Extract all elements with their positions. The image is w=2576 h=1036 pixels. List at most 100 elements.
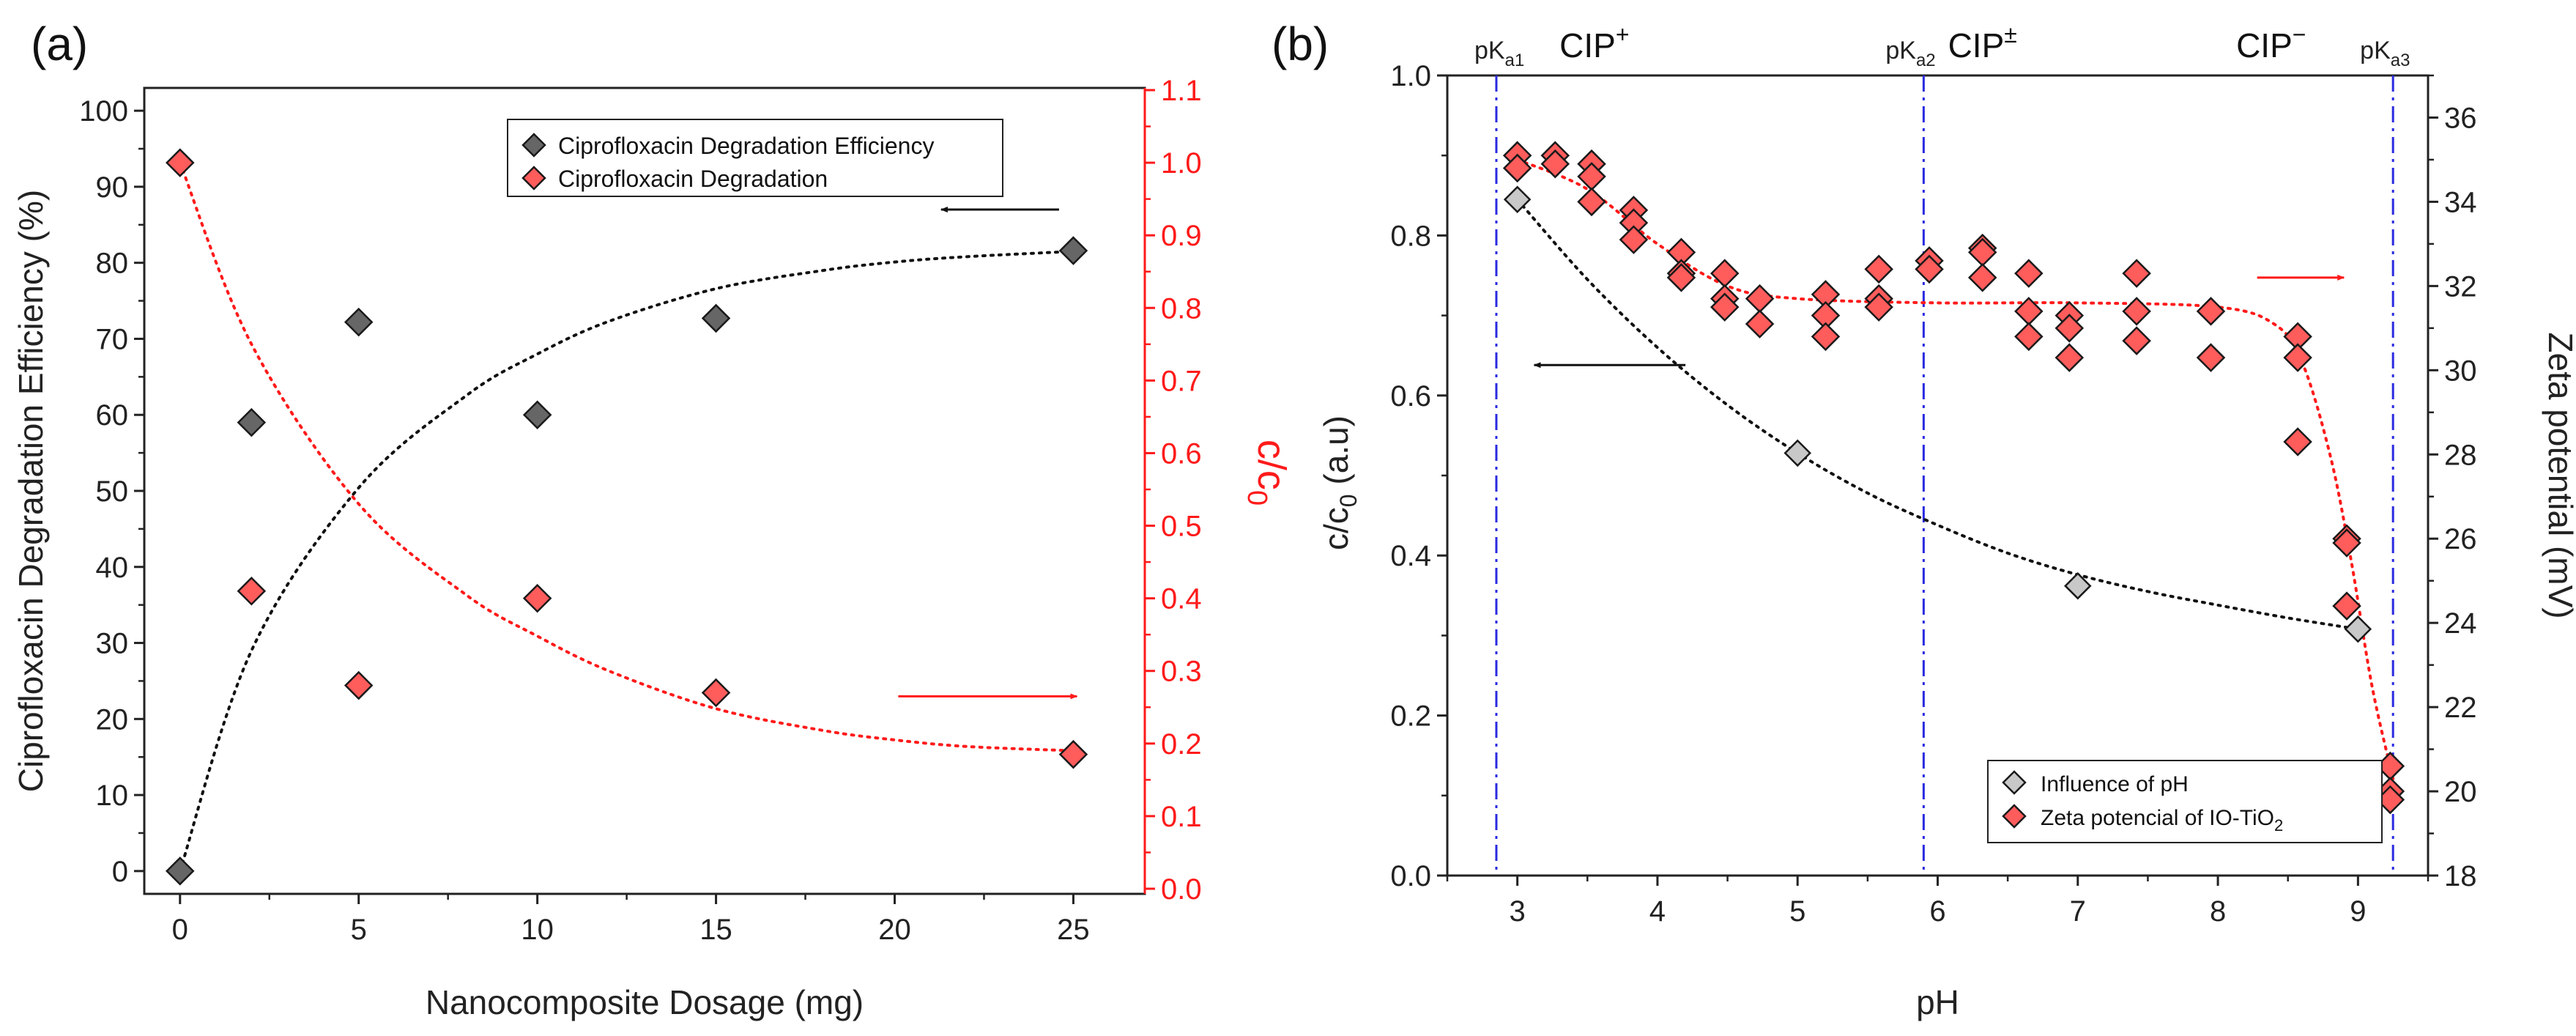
y-tick-label-a: 60 bbox=[96, 399, 129, 432]
data-point-zeta-b bbox=[1710, 292, 1740, 322]
x-tick-label-a: 20 bbox=[878, 914, 911, 946]
y-tick-label-a: 80 bbox=[96, 248, 129, 280]
fit-curve-degradation-a bbox=[178, 161, 1075, 752]
y-tick-label-a: 40 bbox=[96, 552, 129, 584]
data-point-degradation-a bbox=[522, 583, 552, 613]
x-tick-label-b: 8 bbox=[2210, 895, 2226, 928]
data-point-efficiency-a bbox=[344, 307, 374, 337]
y-right-tick-label-b: 24 bbox=[2444, 607, 2477, 640]
y-right-tick-label-a: 0.1 bbox=[1161, 801, 1202, 833]
panel-b: (b)3 4 5 6 7 8 90.00.20.40.60.81.0182022242628… bbox=[1272, 18, 2576, 1021]
data-point-efficiency-a bbox=[237, 407, 267, 437]
data-point-zeta-b bbox=[1540, 149, 1570, 179]
x-axis-label-a: Nanocomposite Dosage (mg) bbox=[426, 983, 864, 1021]
y-tick-label-a: 0 bbox=[112, 856, 128, 888]
y-right-tick-label-a: 0.2 bbox=[1161, 728, 1202, 761]
data-point-zeta-b bbox=[1502, 153, 1532, 183]
legend-marker-ph-b bbox=[2002, 770, 2027, 795]
y-right-axis-label-sub-a: 0 bbox=[1241, 490, 1272, 506]
data-point-zeta-b bbox=[2283, 427, 2312, 456]
y-axis-label-b: c/c0 (a.u) bbox=[1317, 415, 1362, 550]
y-right-tick-label-a: 0.4 bbox=[1161, 583, 1202, 615]
x-tick-label-b: 9 bbox=[2350, 895, 2366, 928]
panel-label-a: (a) bbox=[31, 18, 88, 70]
fit-curve-efficiency-a bbox=[178, 250, 1075, 873]
legend-label-zeta-main-b: Zeta potencial of IO-TiO bbox=[2041, 806, 2274, 830]
y-axis-label-suffix-b: (a.u) bbox=[1317, 415, 1355, 494]
data-point-zeta-b bbox=[1864, 254, 1893, 284]
pka-label-main-2: pK bbox=[1885, 37, 1916, 64]
pka-label-main-1: pK bbox=[1474, 37, 1505, 64]
data-point-zeta-b bbox=[2055, 343, 2085, 372]
y-tick-label-b: 0.2 bbox=[1390, 700, 1431, 733]
legend-label-degradation-a: Ciprofloxacin Degradation bbox=[558, 166, 828, 192]
y-right-axis-label-b: Zeta potential (mV) bbox=[2542, 332, 2576, 618]
legend-marker-degradation-a bbox=[521, 166, 546, 190]
y-right-tick-label-a: 0.7 bbox=[1161, 365, 1202, 397]
data-point-zeta-b bbox=[1811, 322, 1841, 352]
fit-curve-ph-b bbox=[1515, 198, 2360, 631]
y-tick-label-a: 10 bbox=[96, 780, 129, 812]
y-right-tick-label-a: 0.0 bbox=[1161, 873, 1202, 906]
data-point-zeta-b bbox=[1745, 309, 1775, 338]
y-tick-label-a: 100 bbox=[79, 95, 128, 127]
data-point-efficiency-a bbox=[522, 400, 552, 429]
data-point-zeta-b bbox=[1577, 187, 1606, 217]
data-point-degradation-a bbox=[344, 670, 374, 700]
y-right-tick-label-b: 34 bbox=[2444, 186, 2477, 218]
species-label-text-2: CIP bbox=[1948, 26, 2005, 64]
pka-label-sub-1: a1 bbox=[1505, 51, 1525, 70]
y-tick-label-b: 0.4 bbox=[1390, 540, 1431, 572]
x-tick-label-a: 25 bbox=[1057, 914, 1090, 946]
x-axis-label-b: pH bbox=[1916, 983, 1959, 1021]
data-point-zeta-b bbox=[1666, 263, 1696, 292]
data-point-zeta-b bbox=[2122, 259, 2151, 288]
species-label-1: CIP+ bbox=[1559, 21, 1629, 64]
data-point-zeta-b bbox=[2283, 343, 2312, 372]
x-tick-label-b: 3 bbox=[1510, 895, 1526, 928]
y-right-tick-label-b: 26 bbox=[2444, 523, 2477, 555]
data-point-zeta-b bbox=[2014, 322, 2044, 352]
y-tick-label-a: 30 bbox=[96, 628, 129, 660]
legend-b: Influence of pH Zeta potencial of IO-TiO2 bbox=[1987, 760, 2383, 843]
y-tick-label-b: 0.0 bbox=[1390, 860, 1431, 892]
data-point-zeta-b bbox=[2196, 297, 2226, 326]
pka-label-1: pKa1 bbox=[1474, 37, 1524, 70]
data-point-zeta-b bbox=[2055, 314, 2085, 343]
x-tick-label-a: 10 bbox=[521, 914, 554, 946]
y-right-tick-label-b: 22 bbox=[2444, 692, 2477, 724]
data-point-degradation-a bbox=[701, 678, 731, 708]
data-point-zeta-b bbox=[1967, 263, 1997, 292]
data-point-zeta-b bbox=[1864, 292, 1893, 322]
pka-label-2: pKa2 bbox=[1885, 37, 1935, 70]
y-tick-label-b: 1.0 bbox=[1390, 60, 1431, 92]
species-label-sup-1: + bbox=[1616, 21, 1630, 48]
y-tick-label-a: 90 bbox=[96, 171, 129, 204]
y-right-tick-label-a: 1.1 bbox=[1161, 75, 1202, 107]
y-right-tick-label-b: 32 bbox=[2444, 270, 2477, 303]
legend-a: Ciprofloxacin Degradation Efficiency Cipr… bbox=[507, 119, 1003, 197]
data-point-degradation-a bbox=[237, 576, 267, 606]
y-right-tick-label-a: 0.5 bbox=[1161, 511, 1202, 543]
data-point-zeta-b bbox=[2122, 297, 2151, 326]
y-tick-label-b: 0.6 bbox=[1390, 380, 1431, 412]
x-tick-label-a: 5 bbox=[351, 914, 367, 946]
x-tick-label-b: 5 bbox=[1789, 895, 1805, 928]
y-right-tick-label-b: 20 bbox=[2444, 776, 2477, 808]
legend-label-zeta-sub-b: 2 bbox=[2274, 816, 2283, 835]
species-label-3: CIP− bbox=[2236, 21, 2306, 64]
data-point-zeta-b bbox=[1710, 259, 1740, 288]
legend-label-zeta-b: Zeta potencial of IO-TiO2 bbox=[2041, 806, 2283, 835]
pka-label-sub-2: a2 bbox=[1916, 51, 1936, 70]
data-point-zeta-b bbox=[2122, 326, 2151, 355]
x-tick-label-b: 7 bbox=[2070, 895, 2086, 928]
data-point-efficiency-a bbox=[701, 303, 731, 333]
y-right-axis-label-main-a: c/c bbox=[1250, 440, 1293, 490]
data-point-efficiency-a bbox=[166, 856, 195, 886]
y-right-tick-label-a: 0.9 bbox=[1161, 220, 1202, 252]
data-point-zeta-b bbox=[1745, 284, 1775, 314]
y-right-axis-label-a: c/c0 bbox=[1241, 440, 1293, 506]
y-right-tick-label-b: 18 bbox=[2444, 860, 2477, 892]
